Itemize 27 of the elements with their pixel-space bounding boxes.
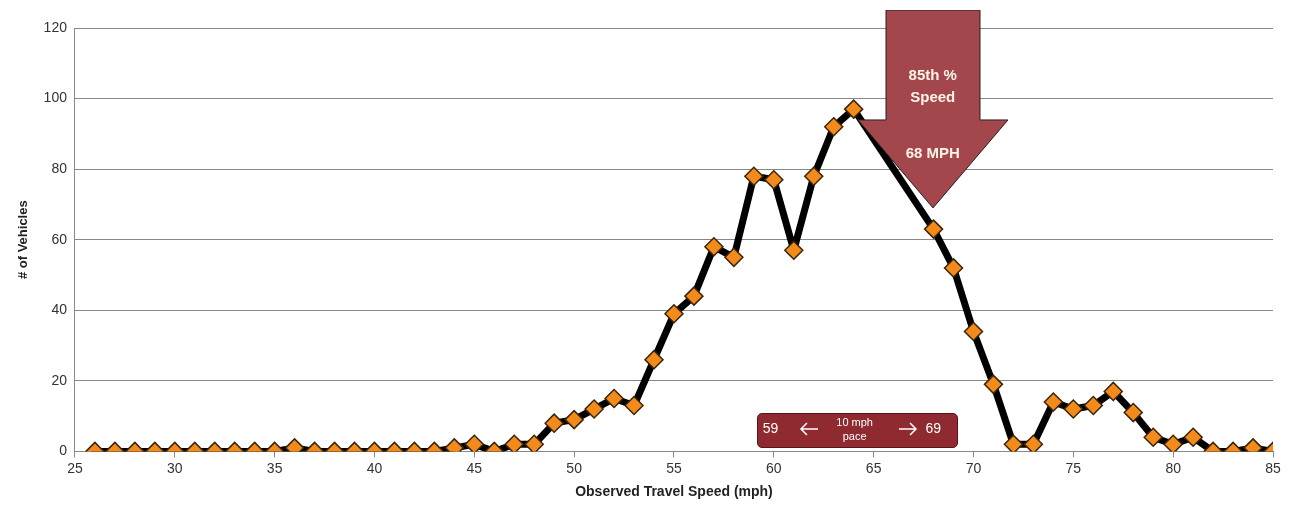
y-tick-label: 20 <box>51 371 68 388</box>
x-tick-label: 70 <box>965 459 982 476</box>
x-axis-title: Observed Travel Speed (mph) <box>575 483 773 500</box>
x-tick-label: 30 <box>167 459 183 476</box>
x-tick-label: 80 <box>1165 459 1182 476</box>
x-tick-label: 50 <box>566 459 583 476</box>
y-tick-label: 60 <box>51 230 68 247</box>
annotation: 10 mph pace <box>835 415 874 444</box>
annotation: 69 <box>925 420 942 437</box>
annotation: 59 <box>762 420 779 437</box>
x-tick-label: 60 <box>766 459 782 476</box>
x-tick-label: 65 <box>865 459 882 476</box>
y-tick-label: 0 <box>59 442 68 459</box>
y-tick-label: 100 <box>43 89 68 106</box>
x-tick-label: 45 <box>466 459 483 476</box>
x-tick-label: 75 <box>1065 459 1082 476</box>
y-tick-label: 40 <box>51 301 68 318</box>
y-tick-label: 120 <box>43 18 68 35</box>
annotation: 68 MPH <box>904 143 961 161</box>
x-tick-label: 40 <box>366 459 383 476</box>
x-tick-label: 25 <box>67 459 83 476</box>
y-axis-title: # of Vehicles <box>15 200 31 280</box>
x-tick-label: 55 <box>666 459 682 476</box>
x-tick-label: 35 <box>266 459 283 476</box>
y-tick-label: 80 <box>51 159 68 176</box>
x-tick-label: 85 <box>1265 459 1281 476</box>
annotation: 85th % Speed <box>907 65 958 107</box>
